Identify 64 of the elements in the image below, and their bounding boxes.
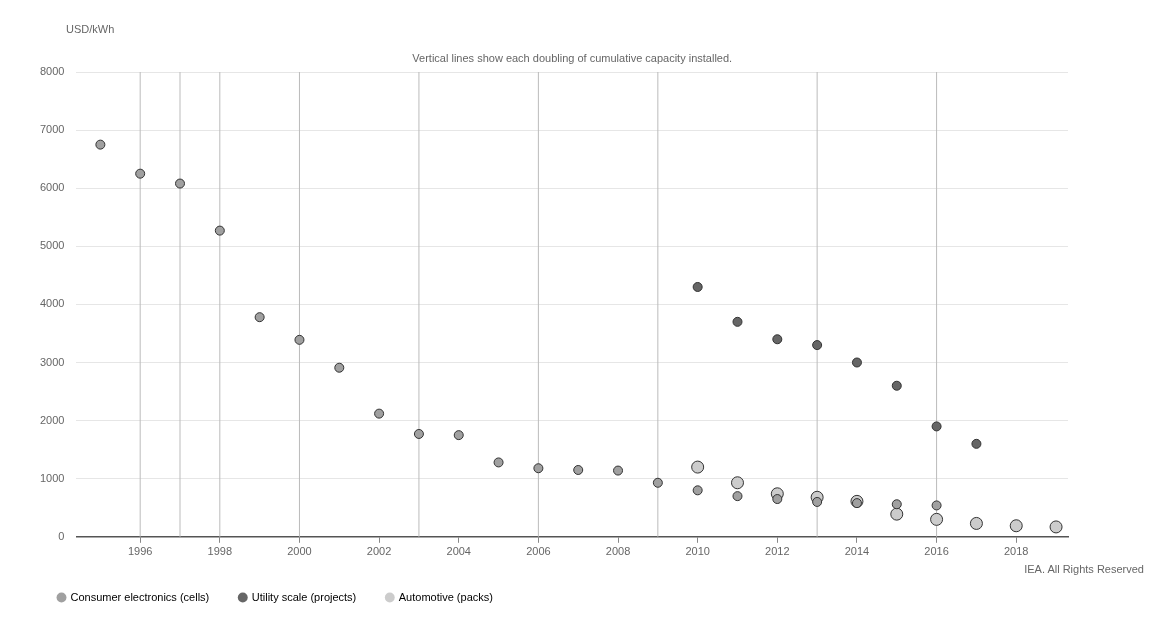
- point: [533, 463, 544, 474]
- point: [214, 225, 225, 236]
- point: [891, 499, 902, 510]
- y-tick-label: 0: [58, 529, 65, 542]
- point: [691, 460, 705, 474]
- x-tick-label: 2018: [1003, 545, 1029, 558]
- x-tick-label: 2004: [446, 545, 471, 558]
- y-tick-label: 6000: [39, 181, 65, 194]
- point: [891, 380, 902, 391]
- point: [851, 498, 862, 509]
- point: [175, 178, 185, 189]
- point: [334, 362, 345, 373]
- point: [1009, 519, 1023, 533]
- x-tick-label: 2010: [685, 545, 710, 558]
- point: [851, 357, 862, 368]
- chart-subtitle: Vertical lines show each doubling of cumulative capacity installed.: [412, 52, 733, 65]
- y-tick-label: 7000: [39, 123, 65, 136]
- y-tick-label: 1000: [39, 471, 65, 484]
- y-tick-label: 8000: [39, 65, 65, 78]
- point: [812, 340, 823, 351]
- text: IEA. All Rights Reserved: [1024, 563, 1144, 576]
- point: [692, 485, 703, 496]
- point: [573, 464, 584, 475]
- x-tick-label: 2006: [526, 545, 551, 558]
- point: [812, 496, 823, 507]
- legend-label: Automotive (packs): [398, 590, 493, 603]
- x-tick-label: 2000: [287, 545, 312, 558]
- point: [294, 334, 305, 345]
- x-tick-label: 1998: [207, 545, 233, 558]
- y-tick-label: 2000: [39, 413, 65, 426]
- x-tick-label: 2016: [924, 545, 949, 558]
- point: [453, 430, 464, 441]
- y-tick-label: 4000: [39, 297, 65, 310]
- point: [652, 477, 663, 488]
- x-tick-label: 2014: [844, 545, 870, 558]
- x-tick-label: 2008: [605, 545, 631, 558]
- legend-label: Consumer electronics (cells): [70, 590, 210, 603]
- point: [374, 408, 385, 419]
- legend-label: Utility scale (projects): [251, 590, 357, 603]
- point: [692, 281, 703, 292]
- point: [772, 494, 783, 505]
- point: [135, 168, 146, 179]
- point: [732, 491, 743, 502]
- point: [971, 438, 982, 449]
- point: [732, 316, 743, 327]
- point: [493, 457, 504, 468]
- point: [930, 512, 944, 526]
- point: [772, 334, 783, 345]
- point: [890, 507, 904, 521]
- point: [95, 139, 106, 150]
- point: [413, 428, 424, 439]
- point: [730, 476, 744, 490]
- y-axis-title: USD/kWh: [66, 23, 115, 36]
- y-tick-label: 5000: [39, 239, 65, 252]
- y-tick-label: 3000: [39, 355, 65, 368]
- x-tick-label: 2002: [366, 545, 392, 558]
- x-tick-label: 1996: [127, 545, 153, 558]
- point: [613, 465, 624, 476]
- point: [969, 516, 983, 530]
- point: [931, 421, 942, 432]
- point: [931, 500, 942, 511]
- point: [1049, 520, 1063, 534]
- point: [254, 312, 265, 323]
- x-tick-label: 2012: [765, 545, 790, 558]
